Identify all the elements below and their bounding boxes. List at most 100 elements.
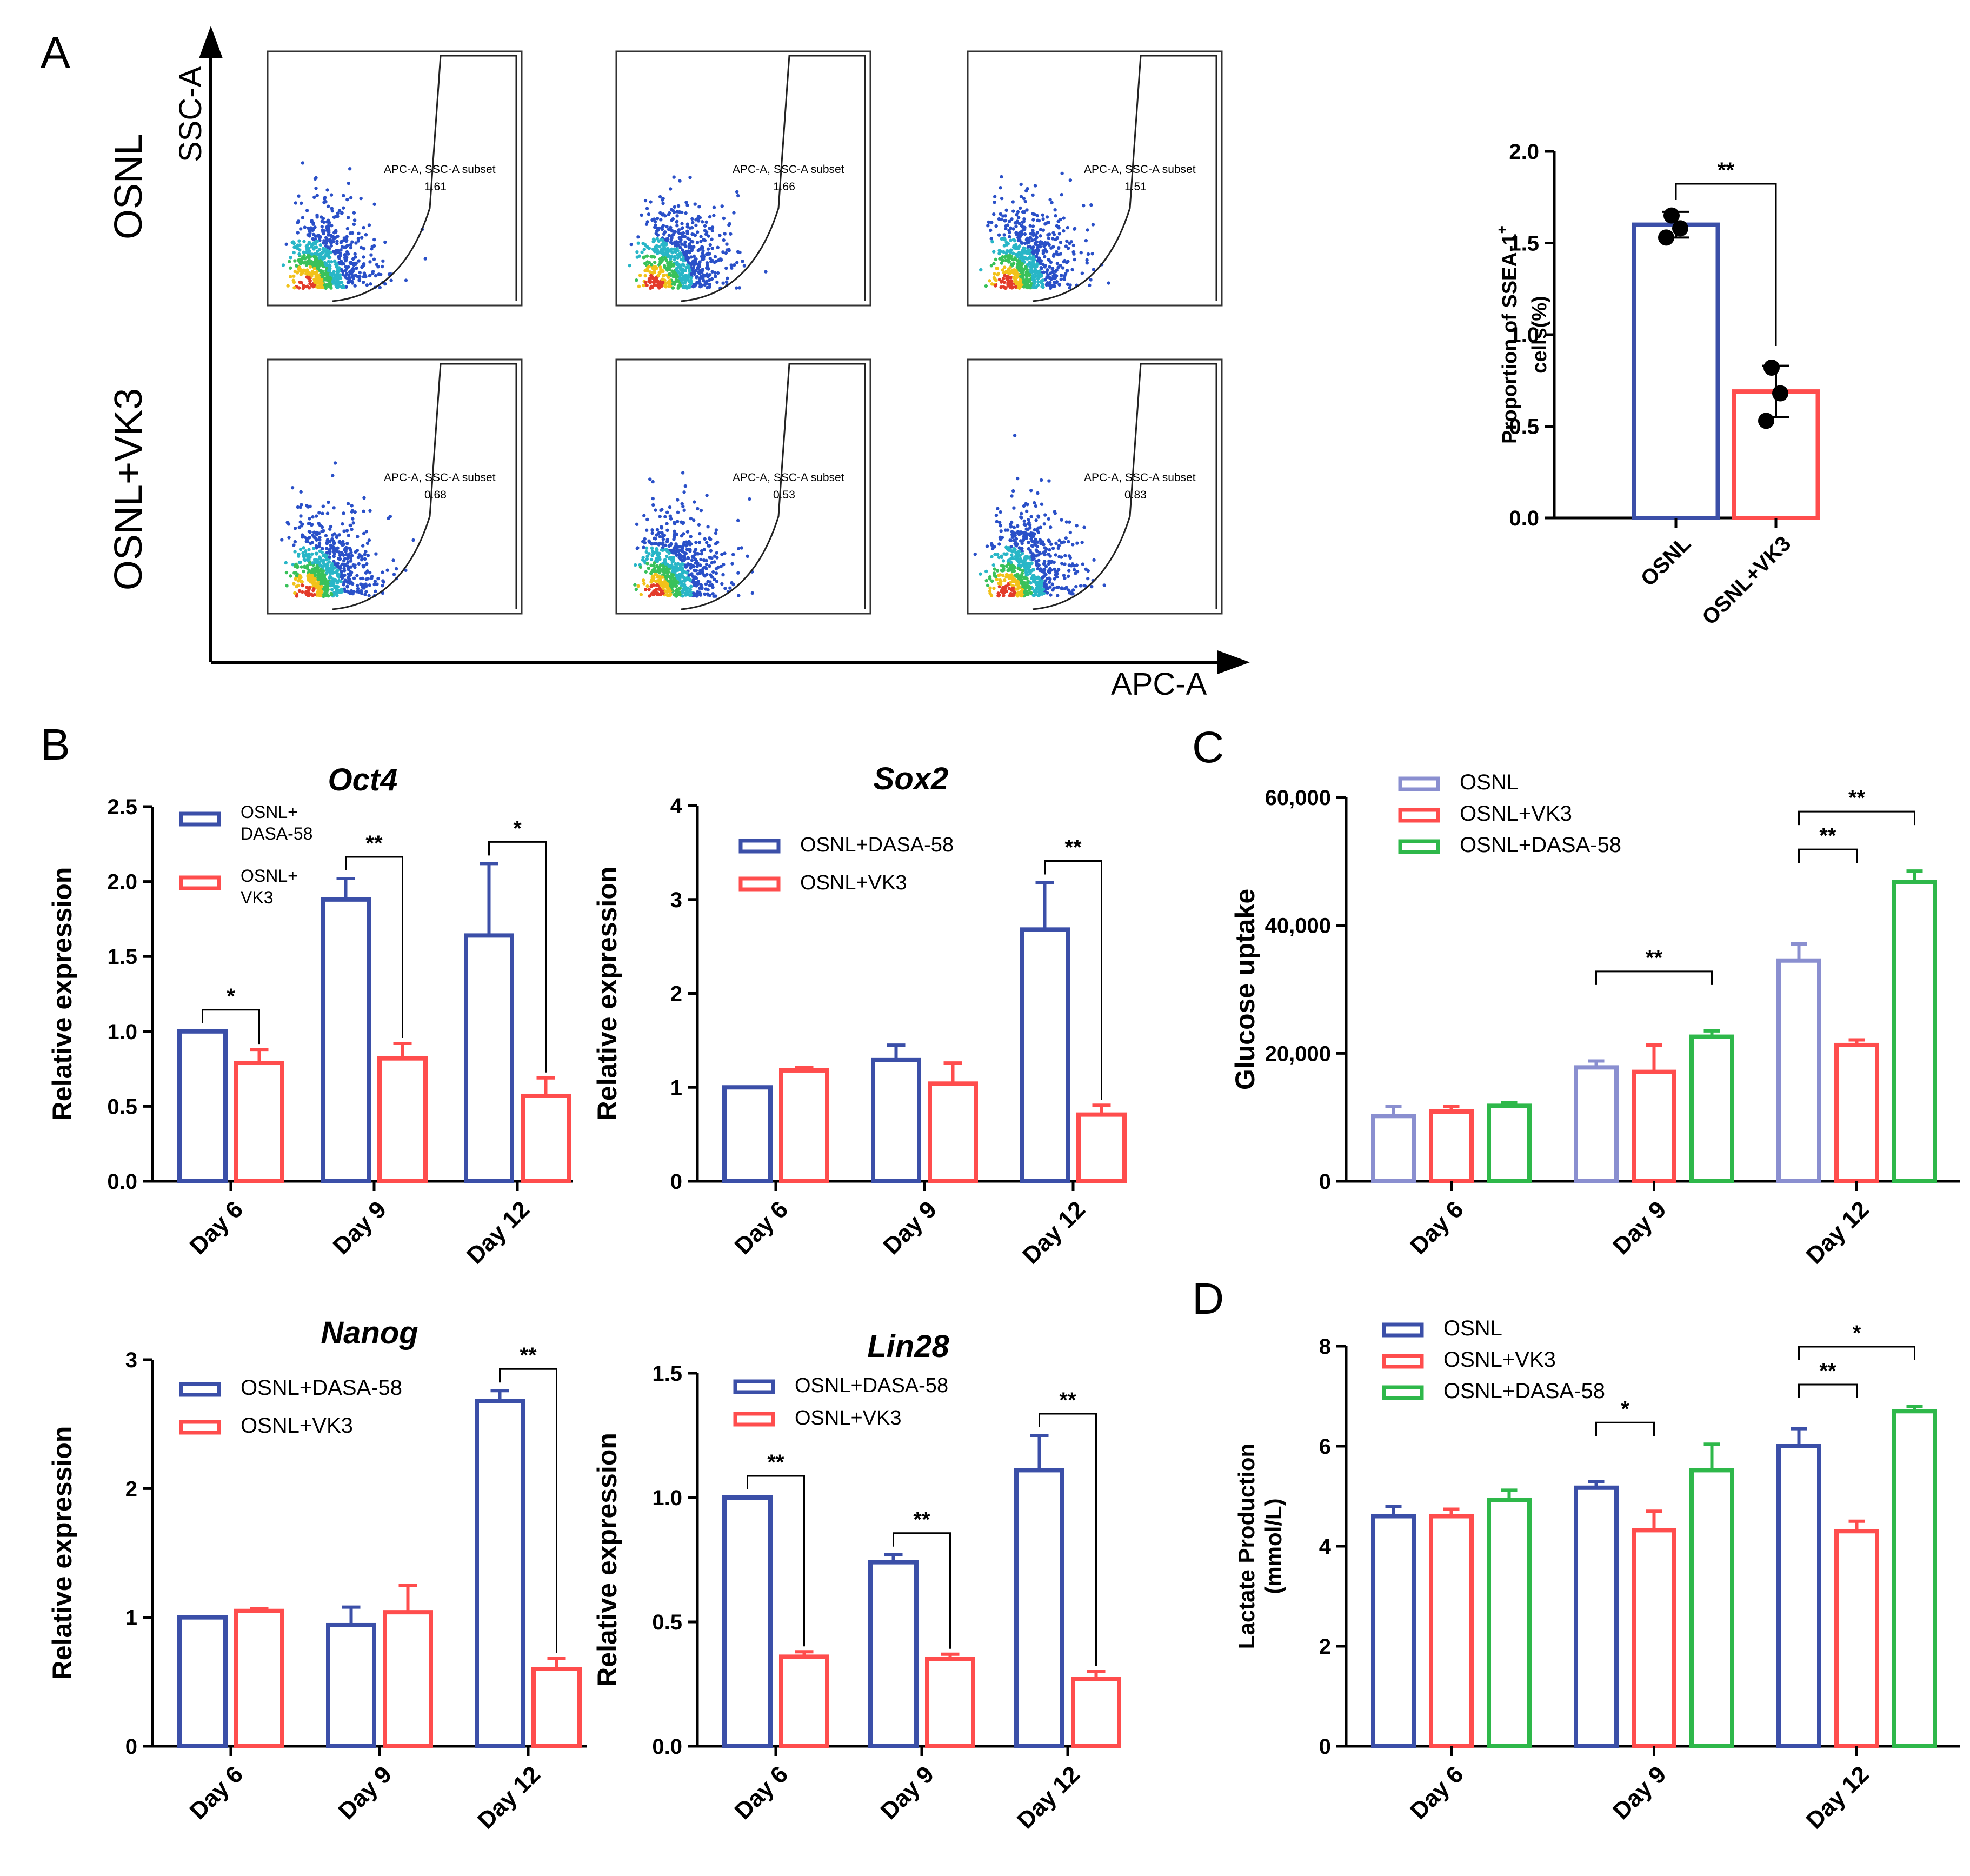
flow-event-dot [1025,283,1029,288]
flow-event-dot [354,255,357,259]
flow-event-dot [707,234,710,238]
bar [234,1608,284,1748]
flow-event-dot [683,484,688,488]
flow-event-dot [1067,563,1071,567]
flow-event-dot [1019,283,1023,287]
flow-event-dot [676,286,680,290]
flow-event-dot [297,286,301,290]
flow-event-dot [298,243,302,247]
flow-event-dot [644,528,649,532]
flow-event-dot [644,588,648,591]
flow-event-dot [315,240,320,243]
flow-event-dot [1009,248,1013,252]
flow-event-dot [324,547,329,550]
flow-event-dot [349,559,353,563]
flow-event-dot [681,276,684,280]
flow-event-dot [300,565,303,569]
flow-event-dot [1022,519,1026,523]
flow-event-dot [293,526,297,530]
flow-event-dot [347,265,350,269]
flow-event-dot [704,230,709,234]
significance-bracket [1798,1346,1915,1360]
y-tick-label: 1.0 [652,1486,682,1510]
flow-event-dot [296,221,300,224]
flow-event-dot [293,269,297,274]
flow-event-dot [1001,255,1004,259]
flow-event-dot [1010,556,1015,560]
significance-label: ** [365,831,383,855]
legend-label: OSNL [1460,770,1519,794]
flow-event-dot [364,549,368,554]
flow-event-dot [305,567,310,570]
flow-event-dot [303,535,307,539]
flow-event-dot [734,286,738,290]
significance-label: * [513,816,522,840]
flow-event-dot [643,198,648,203]
flow-event-dot [736,194,740,198]
flow-event-dot [312,195,316,199]
flow-event-dot [677,593,681,596]
flow-event-dot [1013,268,1016,272]
flow-event-dot [994,257,998,262]
flow-event-dot [332,276,337,280]
flow-event-dot [327,245,330,249]
flow-event-dot [1018,256,1022,260]
flow-event-dot [332,506,336,510]
flow-event-dot [1002,233,1006,237]
flow-event-dot [1057,246,1061,250]
flow-event-dot [658,587,662,590]
flow-event-dot [675,549,679,553]
flow-event-dot [668,254,671,258]
category-label: Day 6 [729,1196,793,1260]
flow-event-dot [1003,214,1008,218]
flow-event-dot [1034,537,1037,542]
flow-event-dot [293,591,297,595]
flow-event-dot [1021,585,1025,589]
flow-event-dot [288,266,292,270]
flow-event-dot [1041,213,1045,217]
flow-event-dot [1026,581,1029,584]
flow-event-dot [1010,285,1015,289]
flow-event-dot [678,586,682,590]
flow-event-dot [640,250,644,254]
flow-event-dot [337,266,341,270]
flow-event-dot [281,263,285,267]
category-label: Day 6 [1405,1196,1469,1260]
flow-event-dot [1034,263,1038,267]
flow-event-dot [1015,581,1019,586]
flow-event-dot [334,229,338,232]
flow-event-dot [318,592,322,596]
flow-event-dot [307,258,311,262]
flow-event-dot [1051,274,1055,278]
flow-event-dot [671,286,675,290]
flow-event-dot [663,543,668,547]
flow-gate-line [332,55,517,302]
significance-label: ** [913,1508,930,1532]
flow-event-dot [1015,212,1019,217]
significance-label: ** [520,1343,537,1367]
flow-event-dot [669,593,673,596]
flow-event-dot [329,524,333,529]
flow-event-dot [726,276,729,280]
flow-event-dot [742,264,747,268]
flow-event-dot [636,546,640,550]
flow-event-dot [308,282,312,285]
flow-event-dot [638,565,643,569]
flow-event-dot [1011,586,1015,590]
legend-label-line: VK3 [241,888,273,907]
flow-event-dot [1047,562,1050,566]
flow-event-dot [295,594,299,598]
flow-event-dot [660,227,664,231]
flow-event-dot [357,562,361,566]
flow-event-dot [709,573,713,577]
flow-event-dot [1059,277,1063,281]
flow-event-dot [324,286,328,290]
flow-event-dot [1092,268,1096,271]
flow-event-dot [337,550,341,554]
flow-event-dot [676,562,680,566]
flow-event-dot [1040,588,1044,592]
flow-event-dot [683,557,687,561]
flow-event-dot [1000,554,1003,558]
